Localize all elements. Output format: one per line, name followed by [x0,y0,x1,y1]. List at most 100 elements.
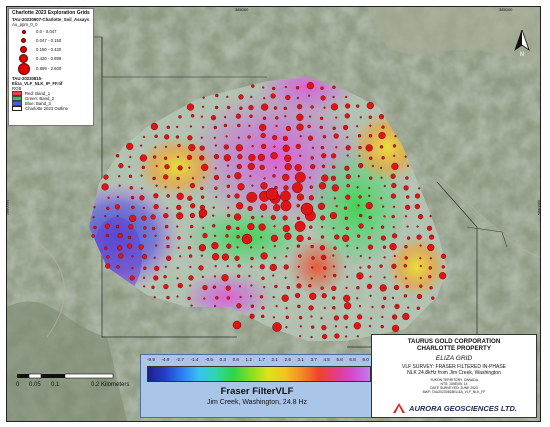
soil-sample-point [345,286,348,289]
soil-sample-point [419,284,423,288]
soil-sample-point [166,255,172,261]
soil-sample-point [319,125,323,130]
soil-sample-point [128,165,131,168]
soil-sample-point [369,294,372,297]
soil-sample-point [188,275,194,281]
au-class-5-symbol [17,62,30,75]
soil-sample-point [92,216,95,219]
meta-line: DATE SURVEYED: JUNE 2023 [430,386,478,390]
soil-sample-point [368,115,372,119]
soil-sample-point [317,202,326,210]
soil-sample-point [295,292,301,299]
soil-sample-point [383,256,386,259]
soil-sample-point [211,224,216,228]
soil-sample-point [251,184,254,187]
soil-sample-point [211,242,219,250]
soil-sample-point [357,204,360,207]
soil-sample-point [115,154,120,158]
company-name: TAURUS GOLD CORPORATION [407,338,501,345]
soil-sample-point [418,187,421,190]
soil-sample-point [237,136,240,139]
blue-band-swatch [12,101,22,106]
soil-sample-point [248,104,254,111]
soil-sample-point [257,153,266,162]
soil-sample-point [310,156,314,160]
soil-sample-point [321,325,327,331]
soil-sample-point [213,136,216,139]
soil-sample-point [236,202,244,210]
soil-sample-point [333,246,337,250]
soil-sample-point [250,246,253,249]
soil-sample-point [365,202,373,210]
soil-sample-point [260,314,265,319]
soil-sample-point [359,213,363,218]
soil-sample-point [310,315,313,318]
soil-sample-point [403,264,407,268]
soil-sample-point [237,123,241,128]
soil-sample-point [226,296,231,300]
color-ramp-tick-label: 9.0 [362,357,369,362]
soil-sample-point [280,190,291,202]
soil-sample-point [394,135,397,138]
soil-sample-point [163,275,167,279]
soil-sample-point [236,235,240,239]
soil-sample-point [321,174,329,182]
soil-sample-point [345,326,348,329]
soil-sample-point [332,227,335,230]
soil-sample-point [143,266,147,270]
soil-sample-point [247,223,255,231]
soil-sample-point [320,145,325,150]
soil-sample-point [214,144,217,147]
soil-sample-point [143,226,147,230]
soil-sample-point [164,164,170,170]
soil-sample-point [189,265,192,268]
soil-field-name: Au_ppm_0_0 [12,22,38,27]
soil-sample-point [153,193,159,199]
soil-sample-point [382,245,387,249]
soil-sample-point [176,277,179,280]
soil-sample-point [416,293,423,300]
easting-label-top-right: 385000 [499,7,513,12]
red-band-label: Red: Band_1 [25,91,51,96]
soil-sample-point [191,177,194,180]
soil-sample-point [414,193,421,199]
color-ramp-tick-label: 0.3 [219,357,226,362]
soil-sample-point [333,133,339,139]
soil-sample-point [214,304,217,308]
soil-sample-point [226,243,232,249]
soil-sample-point [273,204,281,212]
meta-line: MAP: TAU20230815ELIZA_VLF_NLK_FF [422,390,486,394]
soil-sample-point [190,304,193,307]
soil-sample-point [176,125,179,128]
soil-sample-point [416,306,420,310]
red-band-swatch [12,91,22,96]
soil-sample-point [310,277,313,280]
soil-sample-point [285,315,289,319]
soil-sample-point [285,307,288,310]
soil-sample-point [378,131,386,140]
soil-sample-point [380,197,383,200]
soil-sample-point [427,243,435,252]
soil-sample-point [295,86,300,90]
soil-sample-point [234,255,240,261]
soil-sample-point [296,203,300,208]
color-ramp-legend: -9.9 -4.9 -2.7 -1.4 -0.5 0.3 0.8 1.2 1.7 2.1 2.6 3.… [140,354,374,418]
color-ramp-tick-label: -0.5 [205,357,213,362]
soil-sample-point [311,266,314,269]
soil-sample-point [392,226,395,229]
soil-sample-point [114,204,121,210]
soil-sample-point [366,283,373,290]
soil-sample-point [323,266,327,270]
soil-sample-point [223,123,228,128]
soil-sample-point [251,84,255,88]
soil-sample-point [118,163,124,169]
soil-sample-point [392,233,398,239]
soil-sample-point [441,265,445,269]
soil-sample-point [273,145,276,148]
soil-sample-point [260,252,268,260]
soil-sample-point [200,115,203,118]
soil-sample-point [166,295,170,300]
soil-sample-point [164,134,170,140]
soil-sample-point [164,145,168,148]
